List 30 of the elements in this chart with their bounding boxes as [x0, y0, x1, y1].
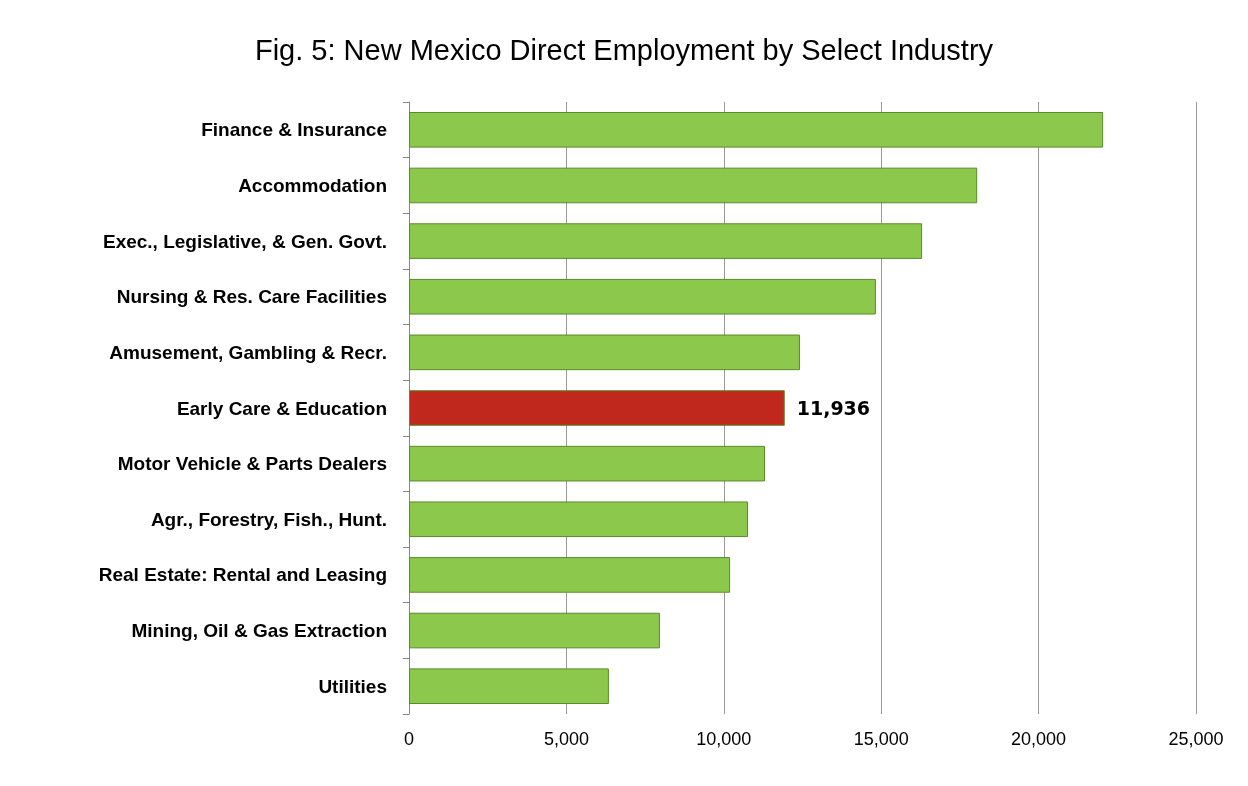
y-tick-label: Finance & Insurance	[201, 119, 387, 141]
bar	[409, 223, 923, 259]
x-tick-label: 20,000	[1011, 729, 1067, 749]
bar	[409, 167, 978, 204]
y-tick-label: Nursing & Res. Care Facilities	[116, 286, 387, 308]
data-label: 11,936	[796, 397, 871, 419]
bar	[409, 112, 1104, 148]
y-tick-label: Early Care & Education	[176, 397, 387, 419]
y-tick-label: Mining, Oil & Gas Extraction	[131, 620, 387, 642]
y-tick-label: Utilities	[318, 675, 387, 697]
y-tick-label: Real Estate: Rental and Leasing	[98, 564, 387, 586]
bar	[409, 668, 609, 704]
bar	[409, 445, 766, 482]
y-tick-label: Motor Vehicle & Parts Dealers	[117, 453, 387, 475]
bar	[409, 612, 660, 649]
x-tick-label: 15,000	[853, 729, 909, 749]
bar	[409, 501, 749, 538]
bar	[409, 334, 800, 371]
bar	[409, 390, 785, 426]
x-tick-label: 25,000	[1168, 729, 1224, 749]
x-tick-label: 5,000	[543, 729, 589, 749]
y-tick-label: Exec., Legislative, & Gen. Govt.	[102, 230, 387, 252]
bar	[409, 557, 731, 593]
y-tick-label: Agr., Forestry, Fish., Hunt.	[150, 508, 387, 530]
x-tick-label: 10,000	[696, 729, 752, 749]
bar	[409, 278, 876, 315]
y-tick-label: Amusement, Gambling & Recr.	[109, 341, 387, 363]
y-tick-label: Accommodation	[238, 174, 387, 196]
chart-title: Fig. 5: New Mexico Direct Employment by Select Industry	[254, 33, 994, 66]
x-tick-label: 0	[403, 729, 415, 749]
